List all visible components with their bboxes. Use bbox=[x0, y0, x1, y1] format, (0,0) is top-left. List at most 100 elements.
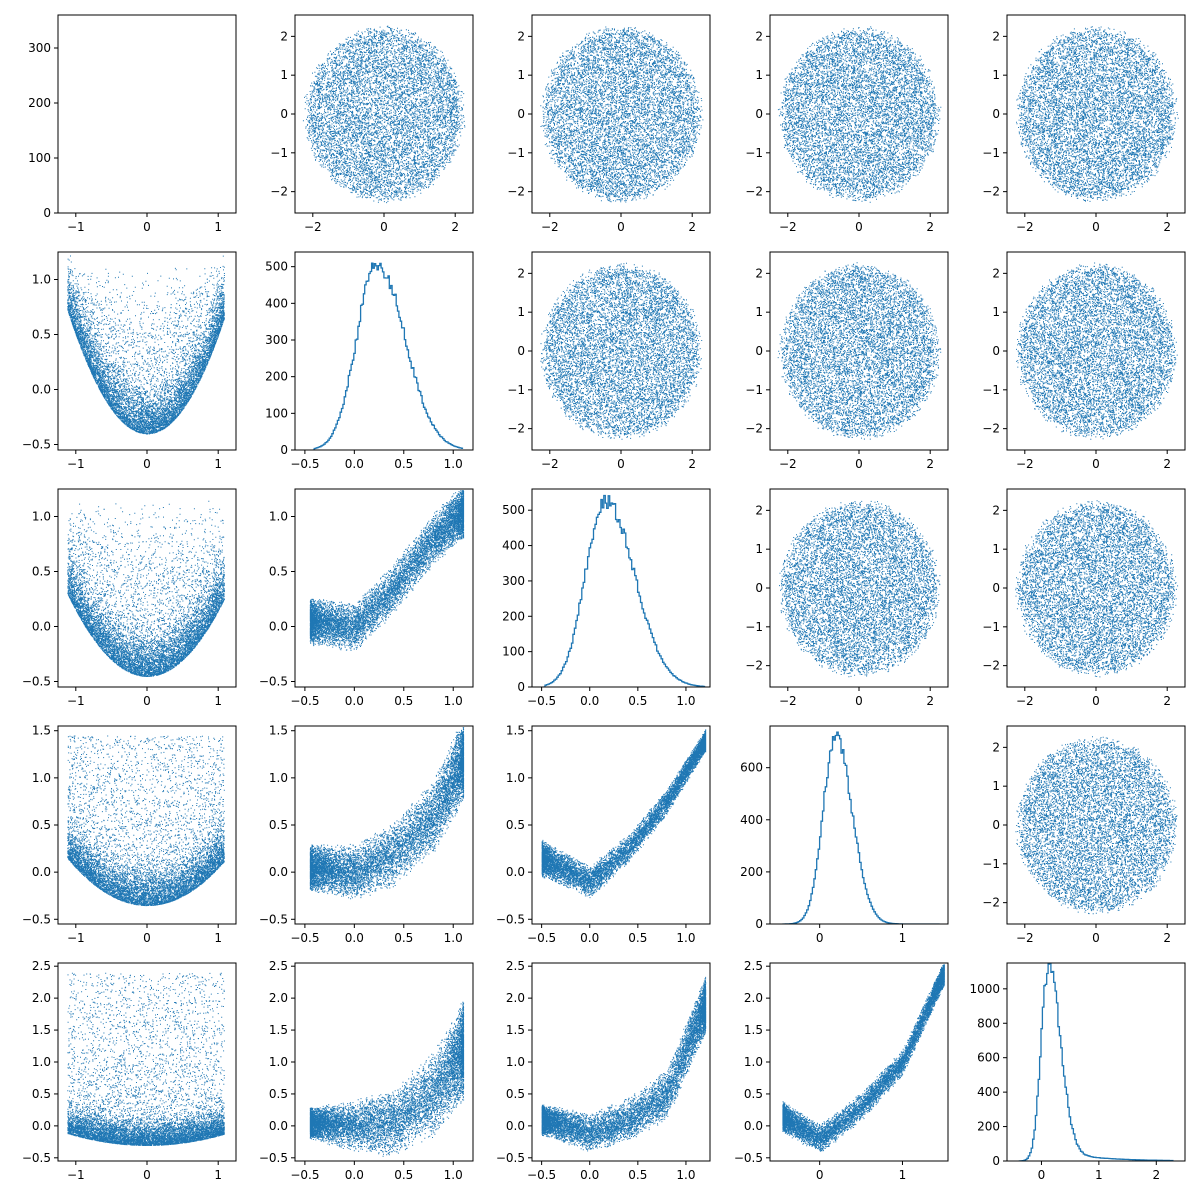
plot-area bbox=[312, 262, 464, 450]
x-tick-label: 0.5 bbox=[394, 457, 413, 471]
y-tick-label: −2 bbox=[745, 422, 763, 436]
y-tick-label: 2 bbox=[517, 266, 525, 280]
x-tick-label: 1.0 bbox=[444, 1168, 463, 1182]
plot-area bbox=[67, 500, 225, 677]
x-tick-label: 0.0 bbox=[580, 931, 599, 945]
plot-area bbox=[309, 727, 465, 900]
y-tick-label: 0 bbox=[755, 344, 763, 358]
y-tick-label: −1 bbox=[745, 620, 763, 634]
x-tick-label: 1 bbox=[1095, 1168, 1103, 1182]
y-tick-label: −1 bbox=[745, 146, 763, 160]
y-tick-label: 1.0 bbox=[269, 510, 288, 524]
scatter-points bbox=[67, 255, 225, 435]
y-tick-label: 200 bbox=[977, 1120, 1000, 1134]
y-tick-label: −1 bbox=[982, 857, 1000, 871]
y-tick-label: 500 bbox=[502, 503, 525, 517]
y-tick-label: 0.0 bbox=[269, 1119, 288, 1133]
x-tick-label: −2 bbox=[1016, 694, 1034, 708]
plot-area bbox=[540, 262, 703, 440]
y-tick-label: 0 bbox=[755, 917, 763, 931]
y-tick-label: −2 bbox=[507, 422, 525, 436]
y-tick-label: 1.0 bbox=[269, 1055, 288, 1069]
x-tick-label: 2 bbox=[1163, 457, 1171, 471]
y-tick-label: −1 bbox=[507, 146, 525, 160]
scatter-points bbox=[1016, 26, 1179, 202]
y-tick-label: −1 bbox=[982, 620, 1000, 634]
plot-area bbox=[777, 26, 942, 203]
x-tick-label: −0.5 bbox=[290, 457, 319, 471]
x-tick-label: 2 bbox=[926, 457, 934, 471]
axes-frame bbox=[531, 725, 711, 925]
y-tick-label: 2.5 bbox=[744, 959, 763, 973]
panel-r1-c3-scatter: −2 0 2 −2 −1 0 1 2 bbox=[745, 251, 949, 471]
panel-r3-c3-histogram: 0 1 0 200 400 600 bbox=[740, 725, 949, 945]
x-tick-label: −0.5 bbox=[527, 1168, 556, 1182]
panel-r0-c2-scatter: −2 0 2 −2 −1 0 1 2 bbox=[507, 14, 711, 234]
y-tick-label: 1 bbox=[755, 542, 763, 556]
y-tick-label: 1.5 bbox=[269, 1023, 288, 1037]
y-tick-label: 0 bbox=[517, 107, 525, 121]
panel-r4-c1-scatter: −0.5 0.0 0.5 1.0 −0.5 0.0 0.5 1.0 1.5 2.0 2.5 bbox=[259, 959, 474, 1182]
y-tick-label: 0.5 bbox=[506, 1087, 525, 1101]
y-tick-label: 1 bbox=[755, 305, 763, 319]
x-tick-label: 2 bbox=[688, 457, 696, 471]
histogram-line bbox=[543, 494, 706, 687]
scatter-points bbox=[540, 262, 703, 440]
y-tick-label: 2.0 bbox=[744, 991, 763, 1005]
x-tick-label: −1 bbox=[67, 694, 85, 708]
y-tick-label: 100 bbox=[502, 645, 525, 659]
y-tick-label: 2 bbox=[755, 266, 763, 280]
y-tick-label: −0.5 bbox=[496, 912, 525, 926]
x-tick-label: 1 bbox=[214, 931, 222, 945]
x-tick-label: 1 bbox=[214, 1168, 222, 1182]
y-tick-label: 0.0 bbox=[506, 1119, 525, 1133]
x-tick-label: −2 bbox=[1016, 220, 1034, 234]
y-tick-label: −1 bbox=[982, 146, 1000, 160]
x-tick-label: 0 bbox=[1038, 1168, 1046, 1182]
x-tick-label: −1 bbox=[67, 931, 85, 945]
y-tick-label: 400 bbox=[265, 296, 288, 310]
y-tick-label: 2 bbox=[992, 503, 1000, 517]
y-tick-label: −2 bbox=[982, 659, 1000, 673]
plot-area bbox=[67, 972, 225, 1146]
y-tick-label: 2.5 bbox=[269, 959, 288, 973]
y-tick-label: 1.5 bbox=[32, 1023, 51, 1037]
panel-r2-c2-histogram: −0.5 0.0 0.5 1.0 0 100 200 300 400 500 bbox=[502, 488, 711, 708]
y-tick-label: 1.0 bbox=[269, 771, 288, 785]
plot-area bbox=[309, 1001, 465, 1157]
panel-r3-c2-scatter: −0.5 0.0 0.5 1.0 −0.5 0.0 0.5 1.0 1.5 bbox=[496, 724, 711, 945]
x-tick-label: −2 bbox=[1016, 931, 1034, 945]
scatter-points bbox=[67, 735, 225, 907]
y-tick-label: 0 bbox=[517, 344, 525, 358]
y-tick-label: −0.5 bbox=[259, 675, 288, 689]
x-tick-label: 0.5 bbox=[394, 931, 413, 945]
x-tick-label: 1.0 bbox=[444, 931, 463, 945]
x-tick-label: 1 bbox=[899, 931, 907, 945]
y-tick-label: 2.5 bbox=[32, 959, 51, 973]
panel-r2-c0-scatter: −1 0 1 −0.5 0.0 0.5 1.0 bbox=[22, 488, 237, 708]
y-tick-label: 1 bbox=[517, 68, 525, 82]
scatter-points bbox=[1015, 500, 1179, 678]
y-tick-label: 0 bbox=[992, 581, 1000, 595]
y-tick-label: 1.0 bbox=[32, 510, 51, 524]
y-tick-label: −2 bbox=[745, 185, 763, 199]
axes-border bbox=[1006, 962, 1186, 1162]
y-tick-label: 600 bbox=[977, 1051, 1000, 1065]
y-tick-label: −2 bbox=[982, 896, 1000, 910]
y-tick-label: 0.5 bbox=[506, 818, 525, 832]
plot-area bbox=[1015, 736, 1178, 915]
y-tick-label: 1.5 bbox=[744, 1023, 763, 1037]
x-tick-label: 0 bbox=[816, 1168, 824, 1182]
y-tick-label: 0.0 bbox=[32, 620, 51, 634]
y-tick-label: 2.0 bbox=[32, 991, 51, 1005]
x-tick-label: 2 bbox=[1163, 220, 1171, 234]
y-tick-label: −2 bbox=[507, 185, 525, 199]
x-tick-label: 0 bbox=[855, 220, 863, 234]
x-tick-label: −2 bbox=[779, 694, 797, 708]
axes-border bbox=[769, 725, 949, 925]
x-tick-label: −0.5 bbox=[290, 1168, 319, 1182]
y-tick-label: −0.5 bbox=[22, 438, 51, 452]
y-tick-label: 2 bbox=[992, 29, 1000, 43]
scatter-points bbox=[309, 727, 465, 900]
scatter-points bbox=[1015, 736, 1178, 915]
